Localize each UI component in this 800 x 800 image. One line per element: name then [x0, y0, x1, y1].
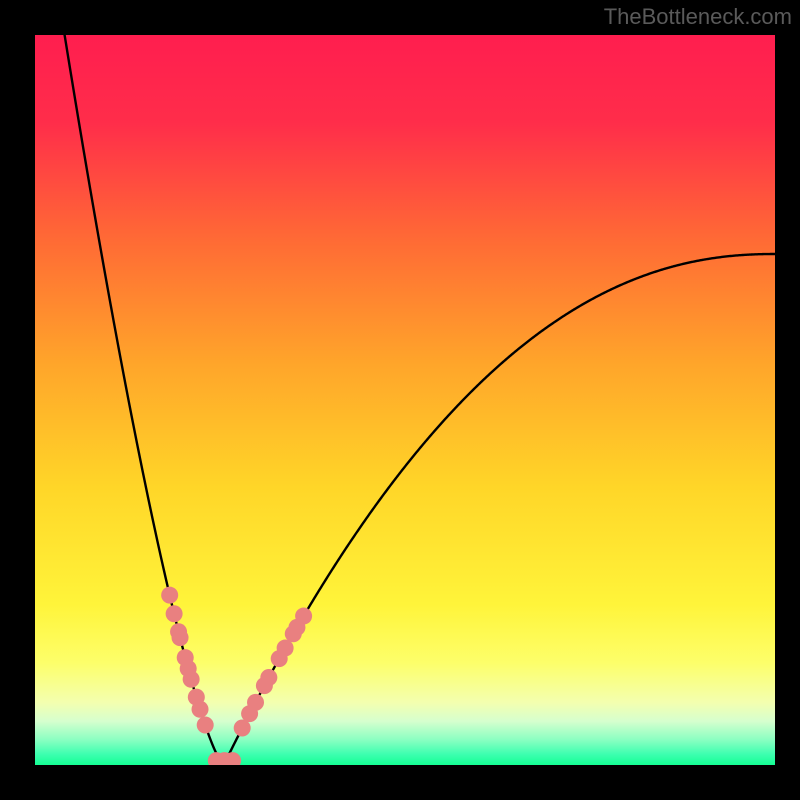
- data-dot: [295, 608, 312, 625]
- plot-area: [35, 35, 775, 765]
- data-dot: [260, 669, 277, 686]
- data-dot: [277, 640, 294, 657]
- data-dot: [192, 701, 209, 718]
- data-dot: [161, 587, 178, 604]
- data-dot: [197, 717, 214, 734]
- chart-svg: [35, 35, 775, 765]
- data-dot: [166, 605, 183, 622]
- data-dot: [247, 694, 264, 711]
- data-dot: [234, 720, 251, 737]
- attribution-text: TheBottleneck.com: [604, 4, 792, 30]
- data-dot: [183, 671, 200, 688]
- data-dot: [172, 629, 189, 646]
